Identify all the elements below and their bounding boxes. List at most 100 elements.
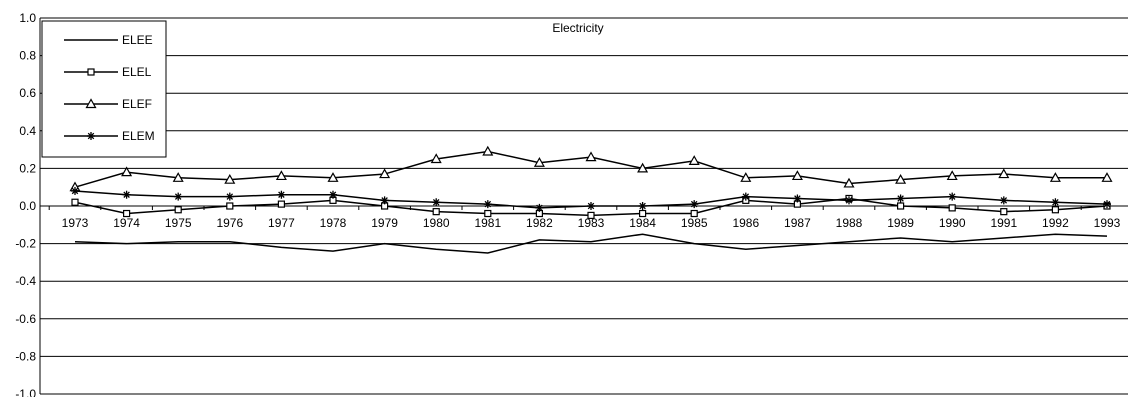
legend-box (41, 20, 167, 158)
data-point-elem (948, 192, 957, 201)
data-point-elef (482, 145, 494, 156)
x-tick-label: 1987 (784, 216, 811, 230)
y-tick-label: 0.2 (19, 161, 36, 175)
data-point-elel (948, 204, 956, 212)
y-tick-label: 1.0 (19, 11, 36, 25)
legend-marker-elef (85, 98, 97, 109)
data-point-elef (895, 173, 907, 184)
series-elef (69, 145, 1113, 192)
data-point-elel (432, 208, 440, 216)
legend-item-elee: ELEE (64, 33, 153, 47)
y-tick-label: 0.4 (19, 124, 36, 138)
y-tick-label: 0.8 (19, 49, 36, 63)
x-tick-label: 1980 (423, 216, 450, 230)
data-point-elem (896, 194, 905, 203)
data-point-elel (71, 198, 79, 206)
data-point-elel (1051, 206, 1060, 214)
chart-title: Electricity (552, 21, 603, 35)
data-point-elef (740, 172, 752, 182)
y-tick-label: -0.6 (15, 312, 36, 326)
data-point-elem (432, 198, 441, 207)
y-tick-label: -0.8 (15, 349, 36, 363)
data-point-elef (379, 168, 391, 179)
x-tick-label: 1982 (526, 216, 553, 230)
data-point-elef (791, 170, 803, 181)
series-line-elee (74, 233, 1108, 254)
data-point-elem (1051, 198, 1060, 207)
data-point-elef (585, 151, 597, 162)
data-point-elem (483, 200, 492, 209)
legend-marker-elel (87, 68, 95, 76)
series-elee (74, 233, 1108, 254)
data-point-elem (329, 190, 337, 199)
data-point-elef (327, 172, 339, 182)
x-tick-label: 1986 (732, 216, 759, 230)
data-point-elem (587, 202, 595, 210)
legend-label-elem: ELEM (122, 129, 155, 143)
data-point-elel (174, 206, 182, 214)
x-tick-label: 1993 (1094, 216, 1121, 230)
x-tick-label: 1983 (578, 216, 605, 230)
data-point-elel (638, 209, 647, 218)
y-tick-label: 0.0 (19, 199, 36, 213)
data-point-elem (999, 196, 1008, 205)
x-tick-label: 1984 (629, 216, 656, 230)
gridlines (40, 17, 1128, 395)
data-point-elem (1103, 200, 1111, 209)
y-tick-label: -0.2 (15, 237, 36, 251)
x-tick-label: 1979 (371, 216, 398, 230)
legend-item-elel: ELEL (64, 65, 152, 79)
data-point-elef (224, 173, 236, 184)
data-point-elef (946, 170, 958, 181)
data-point-elem (845, 196, 853, 205)
series-lines (69, 145, 1113, 254)
data-point-elef (533, 157, 545, 167)
legend-marker-elem (87, 132, 95, 140)
data-point-elem (638, 202, 647, 210)
legend-item-elem: ELEM (64, 129, 155, 143)
data-point-elef (843, 177, 855, 188)
x-tick-label: 1978 (320, 216, 347, 230)
y-tick-label: -1.0 (15, 387, 36, 397)
data-point-elef (688, 155, 700, 165)
data-point-elem (225, 192, 234, 201)
data-point-elef (430, 153, 442, 164)
x-tick-label: 1974 (113, 216, 140, 230)
y-tick-label: 0.6 (19, 86, 36, 100)
data-point-elel (484, 209, 492, 218)
legend-label-elee: ELEE (122, 33, 153, 47)
legend: ELEE ELEL ELEF ELEM (41, 20, 167, 158)
x-tick-label: 1991 (990, 216, 1017, 230)
x-tick-label: 1985 (681, 216, 708, 230)
data-point-elel (277, 200, 285, 208)
data-point-elem (690, 200, 699, 209)
x-tick-label: 1975 (165, 216, 192, 230)
data-point-elef (172, 172, 184, 182)
data-point-elel (587, 211, 595, 219)
x-tick-label: 1977 (268, 216, 295, 230)
data-point-elem (174, 192, 183, 201)
x-tick-label: 1973 (62, 216, 89, 230)
data-point-elem (741, 192, 750, 201)
x-tick-label: 1976 (216, 216, 243, 230)
data-point-elem (122, 190, 131, 199)
data-point-elem (535, 203, 544, 212)
data-point-elef (1049, 172, 1061, 182)
data-point-elel (896, 202, 905, 210)
x-tick-label: 1989 (887, 216, 914, 230)
data-point-elel (226, 202, 234, 210)
data-point-elem (277, 190, 286, 199)
x-tick-label: 1988 (836, 216, 863, 230)
data-point-elel (1000, 208, 1008, 216)
data-point-elef (998, 168, 1010, 179)
axes: 1.0 0.8 0.6 0.4 0.2 0.0 -0.2 -0.4 -0.6 -0.8 -1.0 19… (15, 11, 1128, 397)
data-point-elef (637, 162, 649, 173)
series-elem (71, 186, 1111, 212)
y-tick-label: -0.4 (15, 274, 36, 288)
legend-label-elel: ELEL (122, 65, 152, 79)
data-point-elem (380, 196, 389, 205)
x-tick-label: 1992 (1042, 216, 1069, 230)
data-point-elef (121, 166, 133, 177)
